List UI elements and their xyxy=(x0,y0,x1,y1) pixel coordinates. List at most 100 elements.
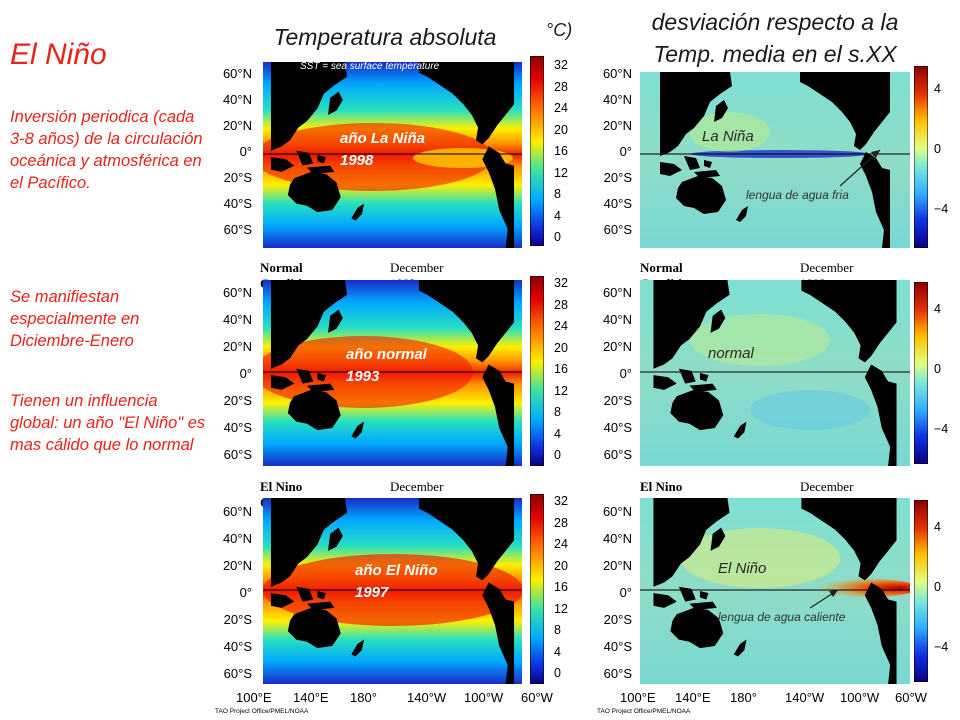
lat-label-left-0: 0° xyxy=(239,144,252,159)
colorbar-label-abs-1: 28 xyxy=(554,297,568,312)
colorbar-label-dev-0: 4 xyxy=(934,82,941,96)
deviation-map-1998 xyxy=(640,72,910,248)
lat-label-right-1: 40°N xyxy=(602,312,632,327)
credit-left: TAO Project Office/PMEL/NOAA xyxy=(215,708,309,715)
lat-label-right-2: 0° xyxy=(619,585,632,600)
lat-label-right-1: 60°S xyxy=(603,447,632,462)
colorbar-label-dev-0: −4 xyxy=(934,202,949,216)
lat-label-right-1: 20°N xyxy=(602,339,632,354)
absolute-temperature-title: Temperatura absoluta xyxy=(273,24,497,50)
deviation-title-line-1: desviación respecto a la xyxy=(651,9,899,35)
colorbar-label-dev-2: 4 xyxy=(934,520,941,534)
arrowhead-warm-tongue xyxy=(829,590,838,597)
lat-label-left-2: 40°N xyxy=(222,531,252,546)
colorbar-label-dev-1: −4 xyxy=(934,422,949,436)
colorbar-label-abs-1: 16 xyxy=(554,362,568,376)
colorbar-label-abs-0: 4 xyxy=(554,208,561,223)
sst-note: SST = sea surface temperature xyxy=(300,61,440,72)
lat-label-right-0: 40°S xyxy=(603,196,632,211)
label-normal-year-line-1: año normal xyxy=(346,346,427,363)
colorbar-dev-3 xyxy=(914,500,928,682)
lat-label-left-1: 60°S xyxy=(223,447,252,462)
lat-label-left-0: 40°N xyxy=(222,92,252,107)
lat-label-right-0: 40°N xyxy=(602,92,632,107)
lon-label-left: 180° xyxy=(350,690,377,705)
lat-label-right-1: 0° xyxy=(619,366,632,381)
colorbar-label-abs-0: 32 xyxy=(554,58,568,72)
lon-label-left: 60°W xyxy=(521,690,553,705)
abs-temp-map-1997 xyxy=(263,498,522,684)
lon-label-right: 140°E xyxy=(675,690,711,705)
lat-label-left-2: 20°S xyxy=(223,612,252,627)
colorbar-label-dev-1: 4 xyxy=(934,302,941,316)
colorbar-label-abs-2: 8 xyxy=(554,623,561,637)
lat-label-right-1: 60°N xyxy=(602,285,632,300)
lat-label-right-2: 20°N xyxy=(602,558,632,573)
colorbar-dev-2 xyxy=(914,282,928,464)
colorbar-label-abs-1: 32 xyxy=(554,276,568,290)
lat-label-left-2: 60°S xyxy=(223,666,252,681)
lat-label-right-0: 20°S xyxy=(603,170,632,185)
description-paragraph-3: Tienen un influencia global: un año "El … xyxy=(10,392,206,454)
lat-label-left-0: 60°N xyxy=(222,66,252,81)
lat-label-left-1: 20°N xyxy=(222,339,252,354)
colorbar-label-abs-2: 20 xyxy=(554,558,568,573)
colorbar-label-dev-2: −4 xyxy=(934,640,949,654)
colorbar-label-abs-1: 0 xyxy=(554,448,561,462)
label-el-nino-year-line-2: 1997 xyxy=(355,584,389,601)
label-el-nino: El Niño xyxy=(718,560,767,577)
lat-label-left-2: 60°N xyxy=(222,504,252,519)
label-el-nino-year-line-1: año El Niño xyxy=(355,562,438,579)
lat-label-left-0: 20°N xyxy=(222,118,252,133)
lon-label-left: 100°W xyxy=(464,690,504,705)
description-paragraph-2: Se manifiestan especialmente en Diciembr… xyxy=(10,288,140,350)
abs-temp-map-1993 xyxy=(263,280,522,466)
lon-label-left: 140°W xyxy=(407,690,447,705)
colorbar-label-abs-1: 12 xyxy=(554,383,568,398)
arrow-cold-tongue xyxy=(839,149,881,187)
lon-label-left: 100°E xyxy=(236,690,272,705)
lat-label-right-1: 40°S xyxy=(603,420,632,435)
colorbar-label-abs-0: 0 xyxy=(554,230,561,244)
label-normal-year-line-2: 1993 xyxy=(346,368,380,385)
lat-label-left-2: 40°S xyxy=(223,639,252,654)
lat-label-left-1: 40°S xyxy=(223,420,252,435)
colorbar-label-abs-0: 16 xyxy=(554,144,568,158)
colorbar-label-dev-1: 0 xyxy=(934,362,941,376)
label-la-nina-year-line-1: año La Niña xyxy=(340,130,426,147)
colorbar-abs-2 xyxy=(530,276,544,466)
label-warm-tongue: lengua de agua caliente xyxy=(718,610,846,624)
deviation-title: desviación respecto a la Temp. media en … xyxy=(600,6,950,70)
lat-label-right-2: 60°N xyxy=(602,504,632,519)
credit-right: TAO Project Office/PMEL/NOAA xyxy=(597,708,691,715)
colorbar-label-abs-1: 8 xyxy=(554,405,561,419)
colorbar-abs-1 xyxy=(530,56,544,246)
lon-label-right: 100°E xyxy=(620,690,656,705)
colorbar-abs-3 xyxy=(530,494,544,684)
label-normal-year: año normal 1993 xyxy=(346,344,427,388)
lon-label-right: 60°W xyxy=(895,690,927,705)
colorbar-label-abs-1: 4 xyxy=(554,426,561,441)
lat-label-right-2: 40°N xyxy=(602,531,632,546)
colorbar-label-abs-2: 12 xyxy=(554,601,568,616)
colorbar-label-dev-2: 0 xyxy=(934,580,941,594)
lat-label-right-0: 20°N xyxy=(602,118,632,133)
lat-label-right-2: 40°S xyxy=(603,639,632,654)
abs-temp-map-1998 xyxy=(263,62,522,248)
colorbar-label-abs-0: 8 xyxy=(554,187,561,201)
lon-label-right: 100°W xyxy=(840,690,880,705)
lat-label-right-0: 60°S xyxy=(603,222,632,237)
label-la-nina: La Niña xyxy=(702,128,754,145)
lat-label-right-0: 60°N xyxy=(602,66,632,81)
lat-label-right-1: 20°S xyxy=(603,393,632,408)
label-el-nino-year: año El Niño 1997 xyxy=(355,560,438,604)
lat-label-left-0: 20°S xyxy=(223,170,252,185)
deviation-map-1993 xyxy=(640,280,910,466)
lon-label-right: 180° xyxy=(730,690,757,705)
label-normal: normal xyxy=(708,345,754,362)
label-cold-tongue: lengua de agua fria xyxy=(746,188,849,202)
unit-label: °C) xyxy=(546,20,573,40)
colorbar-label-abs-0: 24 xyxy=(554,101,568,115)
description-paragraph-1: Inversión periodica (cada 3-8 años) de l… xyxy=(10,108,203,192)
